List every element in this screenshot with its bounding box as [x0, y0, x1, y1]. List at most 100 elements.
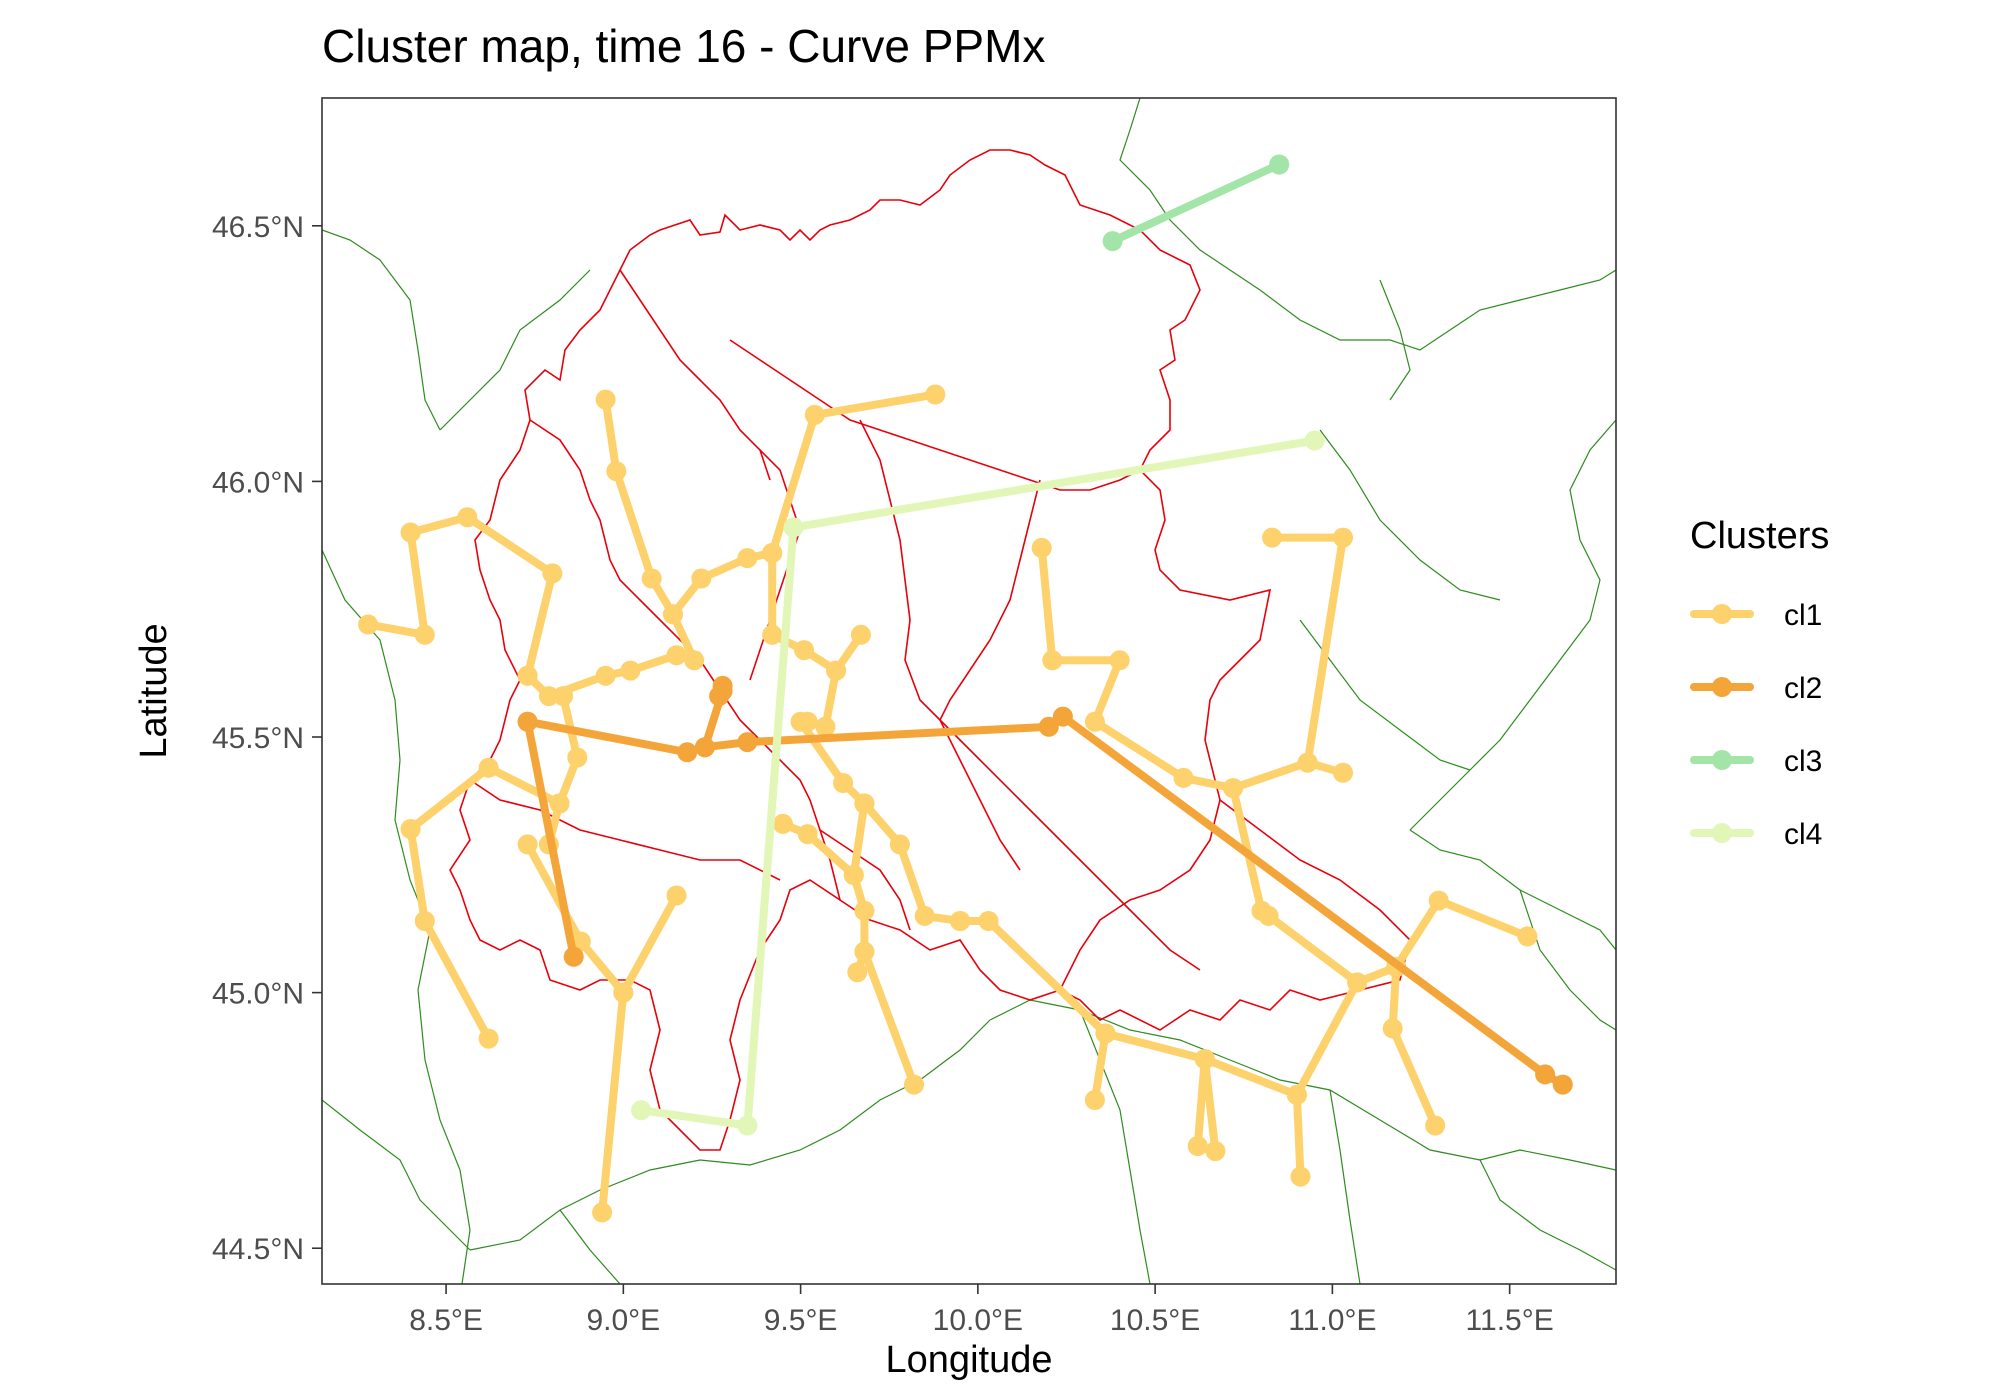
cl1-point-18-0 — [1286, 1084, 1307, 1105]
cl2-point-3-2 — [1038, 716, 1059, 737]
legend-key-point-cl4 — [1712, 823, 1732, 843]
green-border-south-west — [322, 1099, 471, 1251]
cl2-point-3-3 — [1052, 706, 1073, 727]
y-tick-label-0: 44.5°N — [212, 1233, 304, 1266]
cl4-point-0-1 — [737, 1115, 758, 1136]
x-tick-label-3: 10.0°E — [933, 1304, 1023, 1337]
cl1-point-19-2 — [1425, 1115, 1446, 1136]
green-border-north — [1119, 98, 1261, 291]
cl1-point-17-0 — [1194, 1049, 1215, 1070]
cl1-point-6-2 — [641, 568, 662, 589]
cl1-point-15-0 — [1095, 1023, 1116, 1044]
legend-label-cl3: cl3 — [1784, 745, 1822, 778]
cl1-point-20-4 — [1173, 767, 1194, 788]
x-tick-label-2: 9.5°E — [764, 1304, 838, 1337]
x-axis: 8.5°E 9.0°E 9.5°E 10.0°E 10.5°E 11.0°E 11.5°E — [409, 1284, 1554, 1337]
cl2-point-0-1 — [563, 946, 584, 967]
cl1-point-20-1 — [1042, 650, 1063, 671]
cl1-point-17-2 — [1290, 1166, 1311, 1187]
region-outline — [449, 149, 1411, 1151]
x-tick-label-5: 11.0°E — [1288, 1304, 1376, 1337]
cl2-point-3-0 — [694, 737, 715, 758]
cl2-point-3-4 — [1535, 1064, 1556, 1085]
cl1-point-14-0 — [950, 911, 971, 931]
cl1-point-2-1 — [567, 747, 588, 768]
x-tick-label-1: 9.0°E — [586, 1304, 660, 1337]
green-border-south-inner — [559, 1209, 621, 1284]
cl1-point-9-0 — [826, 660, 847, 681]
province-mantova — [1059, 799, 1221, 991]
green-border-northeast — [1259, 269, 1616, 351]
lombardy-province-borders — [449, 149, 1411, 1151]
cl1-point-21-2 — [1262, 527, 1283, 548]
cl4-point-0-0 — [631, 1100, 652, 1121]
cl1-point-8-0 — [762, 543, 783, 563]
cl1-path-4 — [619, 891, 681, 997]
legend-key-point-cl2 — [1712, 677, 1732, 697]
chart-title: Cluster map, time 16 - Curve PPMx — [322, 20, 1045, 72]
cl1-point-21-1 — [1333, 527, 1353, 548]
plot-panel — [322, 98, 1616, 1284]
panel-border — [321, 97, 1617, 1285]
legend-label-cl2: cl2 — [1784, 672, 1822, 705]
x-tick-label-0: 8.5°E — [409, 1304, 483, 1337]
cl1-point-1-0 — [517, 665, 538, 686]
green-border-trentino — [1319, 429, 1501, 601]
y-tick-label-1: 45.0°N — [212, 978, 304, 1011]
cl1-point-11-4 — [847, 962, 868, 983]
cl1-path-20 — [1037, 543, 1347, 793]
cl1-point-21-0 — [1297, 752, 1318, 773]
cl1-point-6-4 — [684, 650, 705, 671]
province-lodi — [819, 829, 911, 931]
legend: Clusters cl1 cl2 cl3 cl4 — [1690, 515, 1829, 851]
cl1-point-1-3 — [620, 660, 641, 681]
cluster-layer — [358, 154, 1573, 1223]
cl2-path-0 — [523, 717, 578, 961]
green-border-alpine — [439, 269, 591, 431]
cl2-point-1-0 — [517, 711, 538, 732]
cl1-point-18-3 — [1428, 890, 1449, 911]
y-tick-label-2: 45.5°N — [212, 722, 304, 755]
cl1-point-3-1 — [570, 931, 591, 952]
neighbouring-region-borders — [322, 98, 1616, 1284]
cl2-point-3-1 — [737, 732, 758, 753]
cl1-point-10-4 — [914, 905, 935, 926]
cl1-point-8-2 — [794, 640, 815, 661]
cl1-point-16-1 — [1205, 1141, 1226, 1162]
cl1-point-7-0 — [663, 604, 683, 625]
cl4-point-0-2 — [783, 517, 804, 538]
cl1-point-0-3 — [457, 507, 478, 528]
cl2-point-2-1 — [709, 686, 730, 707]
province-pavia — [469, 779, 781, 881]
y-axis-title: Latitude — [133, 623, 175, 758]
legend-key-point-cl1 — [1712, 604, 1732, 624]
cl1-point-9-1 — [815, 716, 836, 737]
green-border-northeast-2 — [1379, 279, 1411, 401]
cl1-point-7-4 — [804, 404, 825, 425]
cl3-path-0 — [1108, 160, 1284, 246]
cl1-point-10-3 — [889, 834, 910, 855]
cl1-point-22-3 — [1347, 972, 1368, 993]
cl1-point-1-1 — [538, 686, 559, 707]
province-cremona — [939, 719, 1201, 971]
province-sondrio-south — [729, 339, 1141, 491]
cl1-point-20-3 — [1084, 711, 1105, 732]
cl1-point-22-2 — [1258, 905, 1279, 926]
cl1-point-7-5 — [925, 384, 946, 405]
cl1-point-13-1 — [797, 824, 818, 845]
cl1-point-2-3 — [478, 757, 499, 778]
x-axis-title: Longitude — [886, 1339, 1053, 1381]
cl1-point-10-0 — [790, 711, 811, 732]
cluster-series-cl4 — [631, 430, 1325, 1136]
cl1-point-7-1 — [691, 568, 712, 589]
province-varese — [529, 419, 701, 661]
basemap — [322, 98, 1616, 1284]
cl1-point-1-4 — [666, 645, 687, 666]
cl4-path-0 — [637, 436, 1319, 1130]
legend-key-point-cl3 — [1712, 750, 1732, 770]
cl1-point-3-3 — [592, 1202, 613, 1223]
cl1-point-6-1 — [606, 461, 627, 482]
legend-label-cl1: cl1 — [1784, 599, 1822, 632]
cl1-point-3-0 — [517, 834, 538, 855]
